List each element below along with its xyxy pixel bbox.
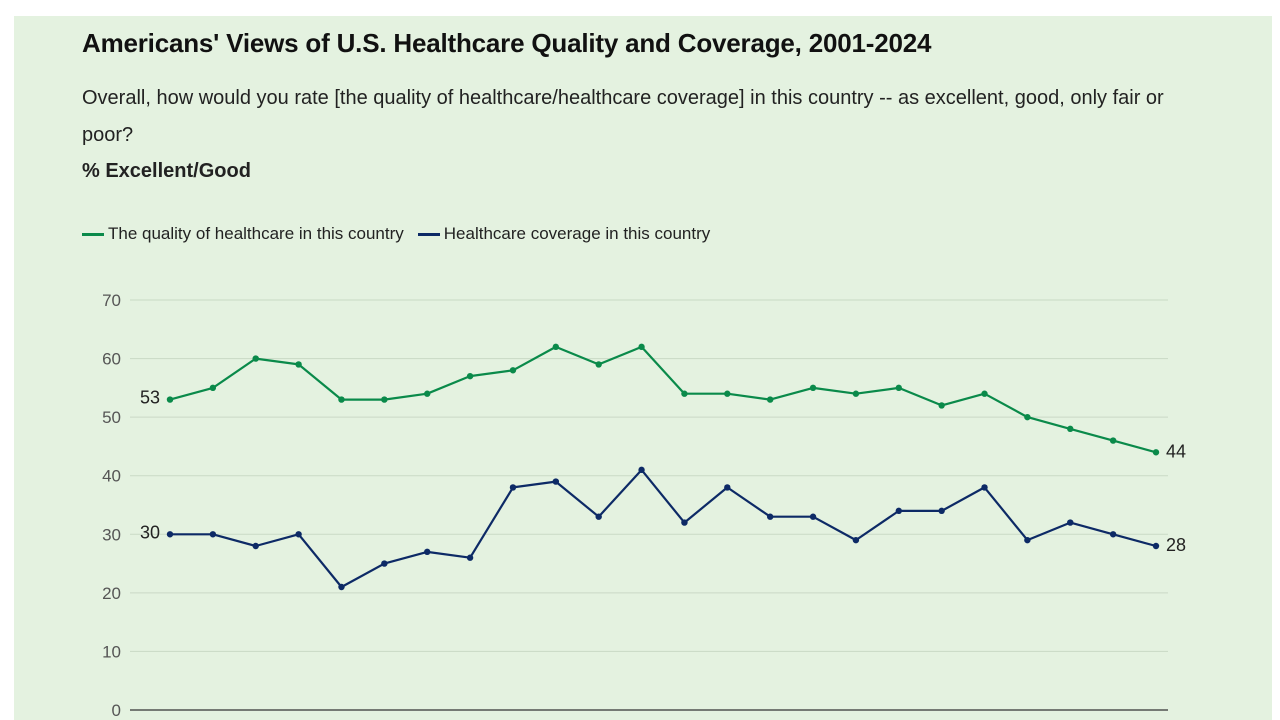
data-point: [638, 466, 645, 474]
data-point: [852, 536, 860, 544]
data-point: [724, 484, 731, 491]
data-point: [338, 583, 345, 591]
grid-layer: 0 10 20 30 40 50 60 70: [102, 291, 1168, 720]
series-line-1: [168, 468, 1158, 589]
data-point: [809, 384, 817, 392]
data-point: [552, 478, 560, 485]
chart-panel: [14, 16, 1272, 720]
y-tick-label: 40: [102, 467, 121, 486]
data-point: [1024, 413, 1031, 421]
data-point: [466, 554, 474, 561]
y-tick-label: 20: [102, 584, 121, 603]
y-tick-label: 50: [102, 408, 121, 427]
data-point: [552, 343, 560, 351]
legend-item-quality[interactable]: The quality of healthcare in this countr…: [82, 224, 404, 244]
data-point: [209, 531, 217, 538]
data-point: [852, 390, 860, 397]
chart-subtitle: Overall, how would you rate [the quality…: [82, 87, 1164, 146]
data-point: [938, 507, 945, 515]
data-point: [681, 519, 688, 526]
data-point: [595, 513, 602, 520]
end-value-label: 44: [1166, 441, 1186, 461]
data-point: [681, 390, 688, 397]
data-point: [166, 396, 174, 403]
start-value-label: 30: [140, 522, 160, 542]
data-point: [509, 367, 517, 374]
data-point: [466, 372, 474, 380]
y-axis-label: % Excellent/Good: [82, 160, 251, 182]
data-point: [638, 343, 645, 351]
y-tick-label: 10: [102, 642, 121, 661]
data-point: [209, 384, 217, 392]
data-point: [724, 390, 731, 397]
data-point: [166, 531, 174, 538]
legend-item-coverage[interactable]: Healthcare coverage in this country: [417, 224, 711, 244]
data-point: [766, 396, 774, 403]
chart-legend: The quality of healthcare in this countr…: [82, 224, 724, 244]
series-layer: [166, 343, 1160, 591]
data-point: [424, 548, 431, 556]
data-point: [1152, 542, 1160, 550]
data-point: [1067, 425, 1074, 433]
data-point: [895, 384, 902, 392]
legend-label-quality: The quality of healthcare in this countr…: [108, 224, 404, 243]
data-point: [938, 402, 945, 409]
data-point: [1152, 449, 1160, 456]
data-point: [981, 390, 988, 397]
legend-swatch-coverage: [417, 232, 440, 236]
data-point: [809, 513, 817, 520]
data-point: [595, 361, 602, 368]
data-point: [766, 513, 774, 520]
data-point: [1109, 531, 1117, 538]
data-point: [252, 542, 259, 550]
data-point: [424, 390, 431, 397]
data-point: [895, 507, 902, 515]
legend-swatch-quality: [82, 232, 104, 236]
y-tick-label: 70: [102, 291, 121, 310]
end-value-label: 28: [1166, 535, 1186, 555]
data-point: [1109, 437, 1117, 444]
data-point: [295, 531, 302, 538]
data-point: [381, 396, 388, 403]
chart-title: Americans' Views of U.S. Healthcare Qual…: [82, 28, 932, 58]
y-tick-label: 60: [102, 350, 121, 369]
data-point: [1067, 519, 1074, 526]
data-point: [338, 396, 345, 403]
y-tick-label: 30: [102, 525, 121, 544]
data-point: [295, 361, 302, 368]
series-line-0: [168, 345, 1158, 454]
legend-label-coverage: Healthcare coverage in this country: [443, 224, 711, 243]
data-point: [509, 484, 517, 491]
data-point: [252, 355, 259, 362]
label-layer: 53 44 30 28: [140, 388, 1186, 555]
y-tick-label: 0: [112, 701, 121, 720]
start-value-label: 53: [140, 388, 160, 408]
data-point: [981, 484, 988, 491]
data-point: [1024, 536, 1031, 544]
data-point: [381, 560, 388, 567]
